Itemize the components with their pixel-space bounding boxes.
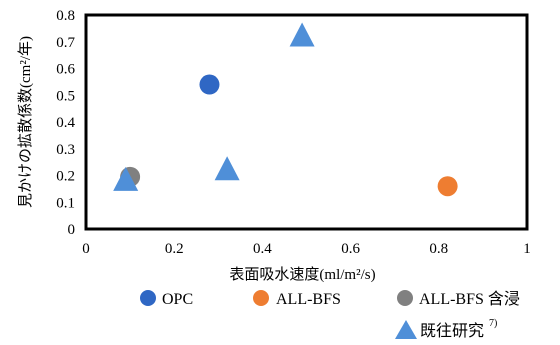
legend-opc-label: OPC [162,291,193,308]
x-axis-ticks: 0 0.2 0.4 0.6 0.8 1 [82,241,531,257]
y-tick-label: 0.7 [56,35,75,51]
x-tick-label: 1 [523,241,531,257]
legend-previous-research-label: 既往研究 [420,322,484,340]
legend-item-opc: OPC [140,290,193,308]
legend-previous-research-marker [395,320,417,339]
data-point-3-0 [113,166,139,191]
chart-legend: OPC ALL-BFS ALL-BFS 含浸 既往研究 7) [140,290,520,340]
legend-item-all-bfs: ALL-BFS [253,290,341,308]
data-point-0-0 [199,74,220,95]
legend-all-bfs-label: ALL-BFS [276,291,341,308]
plot-area-frame [84,13,529,231]
y-axis-ticks: 0 0.1 0.2 0.3 0.4 0.5 0.6 0.7 0.8 [56,8,75,238]
x-tick-label: 0.2 [165,241,184,257]
legend-previous-research-reference: 7) [489,318,497,329]
legend-item-previous-research: 既往研究 7) [395,318,497,340]
x-tick-label: 0 [82,241,90,257]
legend-all-bfs-impregnated-marker [397,290,413,306]
y-tick-label: 0.5 [56,88,75,104]
y-tick-label: 0.3 [56,142,75,158]
y-tick-label: 0.2 [56,169,75,185]
legend-item-all-bfs-impregnated: ALL-BFS 含浸 [397,290,520,308]
y-tick-label: 0.6 [56,62,75,78]
x-tick-label: 0.4 [253,241,272,257]
legend-all-bfs-marker [253,290,269,306]
data-point-3-1 [214,156,240,181]
y-tick-label: 0.1 [56,195,75,211]
x-tick-label: 0.8 [429,241,448,257]
data-point-1-0 [437,176,458,197]
y-tick-label: 0.8 [56,8,75,24]
x-tick-label: 0.6 [341,241,360,257]
y-tick-label: 0.4 [56,115,75,131]
legend-all-bfs-impregnated-label: ALL-BFS 含浸 [419,290,520,308]
legend-opc-marker [140,290,156,306]
data-points [113,22,458,197]
data-point-3-2 [289,22,315,47]
y-tick-label: 0 [68,222,76,238]
y-axis-label: 見かけの拡散係数(cm²/年) [17,36,34,208]
x-axis-label: 表面吸水速度(ml/m²/s) [229,266,375,283]
